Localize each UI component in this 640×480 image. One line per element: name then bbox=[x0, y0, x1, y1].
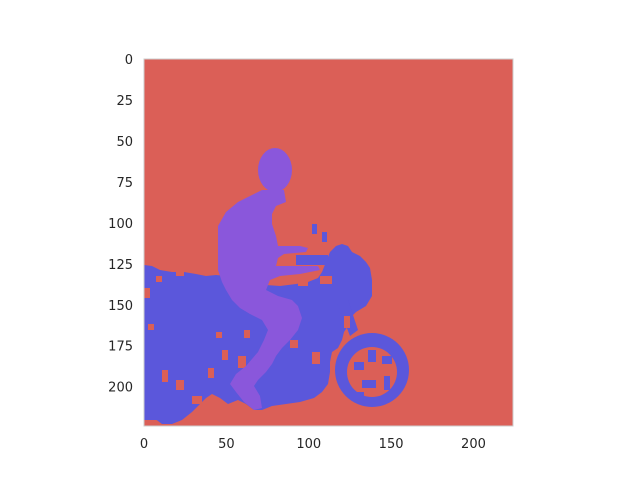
person-head bbox=[258, 148, 292, 192]
hole bbox=[144, 288, 150, 298]
motorbike-lower-left bbox=[144, 360, 160, 420]
spoke bbox=[354, 362, 364, 370]
y-tick-label: 0 bbox=[125, 53, 133, 68]
x-axis-tick-labels: 0 50 100 150 200 bbox=[140, 437, 486, 452]
plot-area bbox=[144, 59, 513, 426]
x-tick-label: 200 bbox=[461, 437, 486, 452]
hole bbox=[290, 340, 298, 348]
hole bbox=[162, 370, 168, 382]
motorbike-mirror bbox=[312, 224, 317, 234]
spoke bbox=[384, 376, 390, 390]
spoke bbox=[368, 350, 376, 362]
x-tick-label: 50 bbox=[218, 437, 235, 452]
y-tick-label: 175 bbox=[108, 340, 133, 355]
person-region bbox=[218, 148, 320, 410]
y-tick-label: 50 bbox=[116, 135, 133, 150]
motorbike-mirror bbox=[322, 232, 327, 242]
hole bbox=[298, 280, 308, 286]
y-axis-tick-labels: 0 25 50 75 100 125 150 175 200 bbox=[108, 53, 133, 396]
motorbike-body bbox=[144, 244, 372, 424]
hole bbox=[208, 368, 214, 378]
spoke bbox=[356, 392, 364, 400]
hole bbox=[192, 396, 202, 404]
hole bbox=[216, 332, 222, 338]
x-tick-label: 150 bbox=[379, 437, 404, 452]
y-tick-label: 150 bbox=[108, 299, 133, 314]
hole bbox=[312, 352, 320, 364]
plot-frame bbox=[143, 58, 514, 427]
spoke bbox=[362, 380, 376, 388]
person-body bbox=[218, 190, 320, 410]
y-tick-label: 75 bbox=[116, 176, 133, 191]
hole bbox=[222, 350, 228, 360]
hole bbox=[320, 276, 332, 284]
hole bbox=[244, 330, 250, 338]
y-tick-label: 125 bbox=[108, 258, 133, 273]
motorbike-handle bbox=[296, 255, 328, 265]
y-tick-label: 200 bbox=[108, 381, 133, 396]
hole bbox=[344, 316, 350, 328]
y-tick-label: 100 bbox=[108, 217, 133, 232]
spoke bbox=[382, 356, 392, 364]
hole bbox=[238, 356, 246, 368]
wheel-spokes bbox=[354, 350, 392, 400]
hole bbox=[148, 324, 154, 330]
x-tick-label: 100 bbox=[296, 437, 321, 452]
hole bbox=[156, 276, 162, 282]
hole bbox=[176, 270, 184, 276]
hole bbox=[176, 380, 184, 390]
x-tick-label: 0 bbox=[140, 437, 148, 452]
y-tick-label: 25 bbox=[116, 94, 133, 109]
